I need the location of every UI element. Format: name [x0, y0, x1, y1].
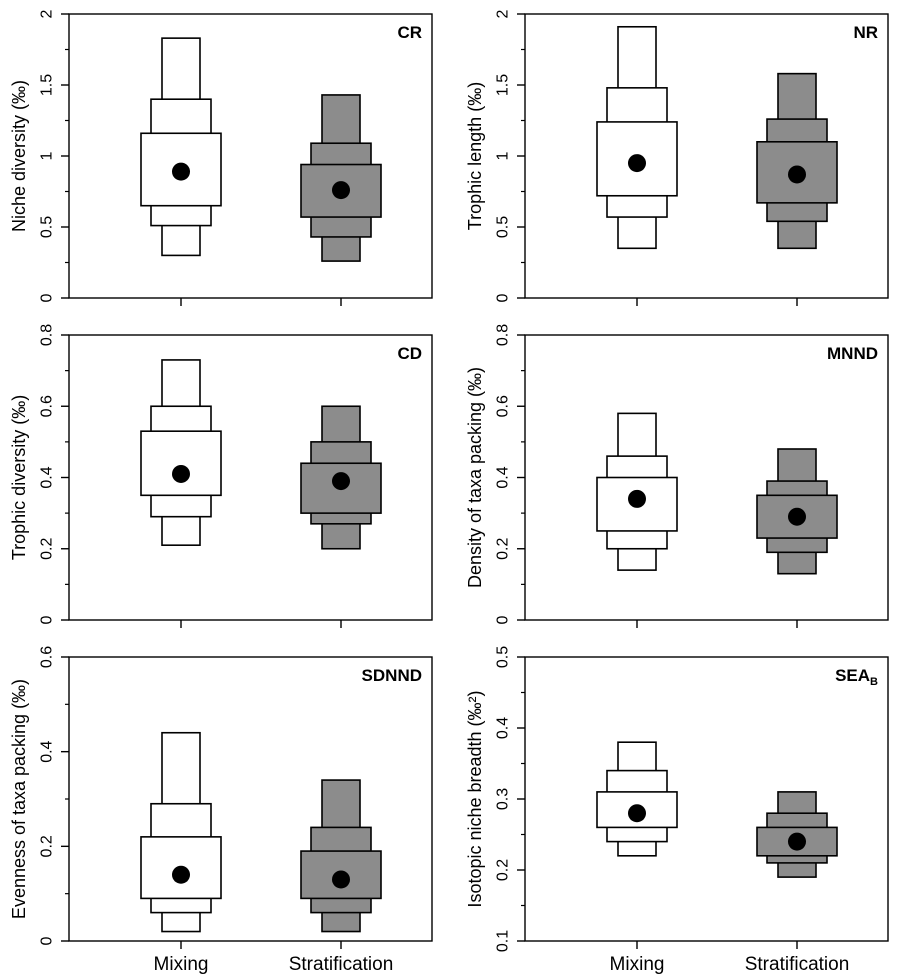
y-tick-label: 1	[495, 151, 512, 160]
mean-marker-mixing	[628, 804, 646, 823]
panel-title: MNND	[827, 344, 878, 363]
mean-marker-mixing	[628, 489, 646, 508]
y-axis-label: Trophic length (‰)	[465, 82, 485, 230]
panel-sdnnd: 0 0.2 0.4 0.6 Evenness of taxa packing (‰) SD…	[9, 646, 433, 975]
y-tick-label: 0.5	[495, 216, 512, 238]
panel-title: SEAB	[835, 666, 878, 688]
panel-title: SDNND	[362, 666, 422, 685]
y-tick-label: 0	[495, 293, 512, 302]
panel-mnnd: 0 0.2 0.4 0.6 0.8 Density of taxa packing (‰)…	[465, 324, 889, 628]
panel-nr: 0 0.5 1 1.5 2 Trophic length (‰) NR	[465, 9, 889, 306]
y-tick-label: 0.8	[39, 324, 56, 346]
mean-marker-stratification	[332, 870, 350, 889]
panel-sea: 0.1 0.2 0.3 0.4 0.5 Isotopic niche breadth (‰…	[465, 646, 889, 975]
y-tick-label: 0.5	[495, 646, 512, 668]
y-tick-label: 0	[39, 293, 56, 302]
y-tick-label: 0.4	[39, 740, 56, 762]
x-category-label: Stratification	[289, 954, 394, 975]
y-tick-label: 2	[39, 9, 56, 18]
y-tick-label: 0.2	[495, 538, 512, 560]
plot-frame	[524, 334, 889, 621]
y-axis-label: Density of taxa packing (‰)	[465, 367, 485, 588]
y-tick-label: 0.6	[495, 395, 512, 417]
y-tick-label: 0.6	[39, 395, 56, 417]
y-tick-label: 0.1	[495, 930, 512, 952]
y-tick-label: 0.6	[39, 646, 56, 668]
x-category-label: Stratification	[745, 954, 850, 975]
mean-marker-mixing	[628, 154, 646, 173]
panel-title: CD	[397, 344, 422, 363]
panel-title: CR	[397, 23, 422, 42]
y-tick-label: 1.5	[495, 74, 512, 96]
mean-marker-stratification	[332, 472, 350, 491]
y-axis-label: Trophic diversity (‰)	[9, 395, 29, 560]
y-tick-label: 1.5	[39, 74, 56, 96]
y-tick-label: 0.4	[39, 466, 56, 488]
y-tick-label: 0.2	[39, 538, 56, 560]
plot-frame	[68, 13, 433, 299]
mean-marker-mixing	[172, 865, 190, 884]
mean-marker-mixing	[172, 162, 190, 181]
y-tick-label: 0	[39, 615, 56, 624]
y-tick-label: 0.4	[495, 466, 512, 488]
y-tick-label: 2	[495, 9, 512, 18]
y-tick-label: 0	[39, 936, 56, 945]
mean-marker-stratification	[332, 181, 350, 200]
y-tick-label: 0	[495, 615, 512, 624]
box-ci50-mixing	[596, 791, 678, 829]
plot-frame	[524, 656, 889, 942]
mean-marker-stratification	[788, 165, 806, 184]
y-tick-label: 0.8	[495, 324, 512, 346]
x-category-label: Mixing	[154, 954, 209, 975]
y-axis-label: Isotopic niche breadth (‰²)	[465, 690, 485, 907]
y-axis-label: Evenness of taxa packing (‰)	[9, 679, 29, 919]
panel-title: NR	[853, 23, 878, 42]
y-axis-label: Niche diversity (‰)	[9, 80, 29, 232]
mean-marker-stratification	[788, 832, 806, 851]
y-tick-label: 0.3	[495, 788, 512, 810]
y-tick-label: 0.2	[39, 835, 56, 857]
y-tick-label: 0.2	[495, 859, 512, 881]
y-tick-label: 1	[39, 151, 56, 160]
panel-cr: 0 0.5 1 1.5 2 Niche diversity (‰) CR	[9, 9, 433, 306]
mean-marker-mixing	[172, 464, 190, 483]
box-ci50-mixing	[140, 430, 222, 497]
y-tick-label: 0.4	[495, 717, 512, 739]
x-category-label: Mixing	[610, 954, 665, 975]
y-tick-label: 0.5	[39, 216, 56, 238]
panel-cd: 0 0.2 0.4 0.6 0.8 Trophic diversity (‰) CD	[9, 324, 433, 628]
mean-marker-stratification	[788, 507, 806, 526]
panel-title-subscript: B	[870, 676, 878, 688]
